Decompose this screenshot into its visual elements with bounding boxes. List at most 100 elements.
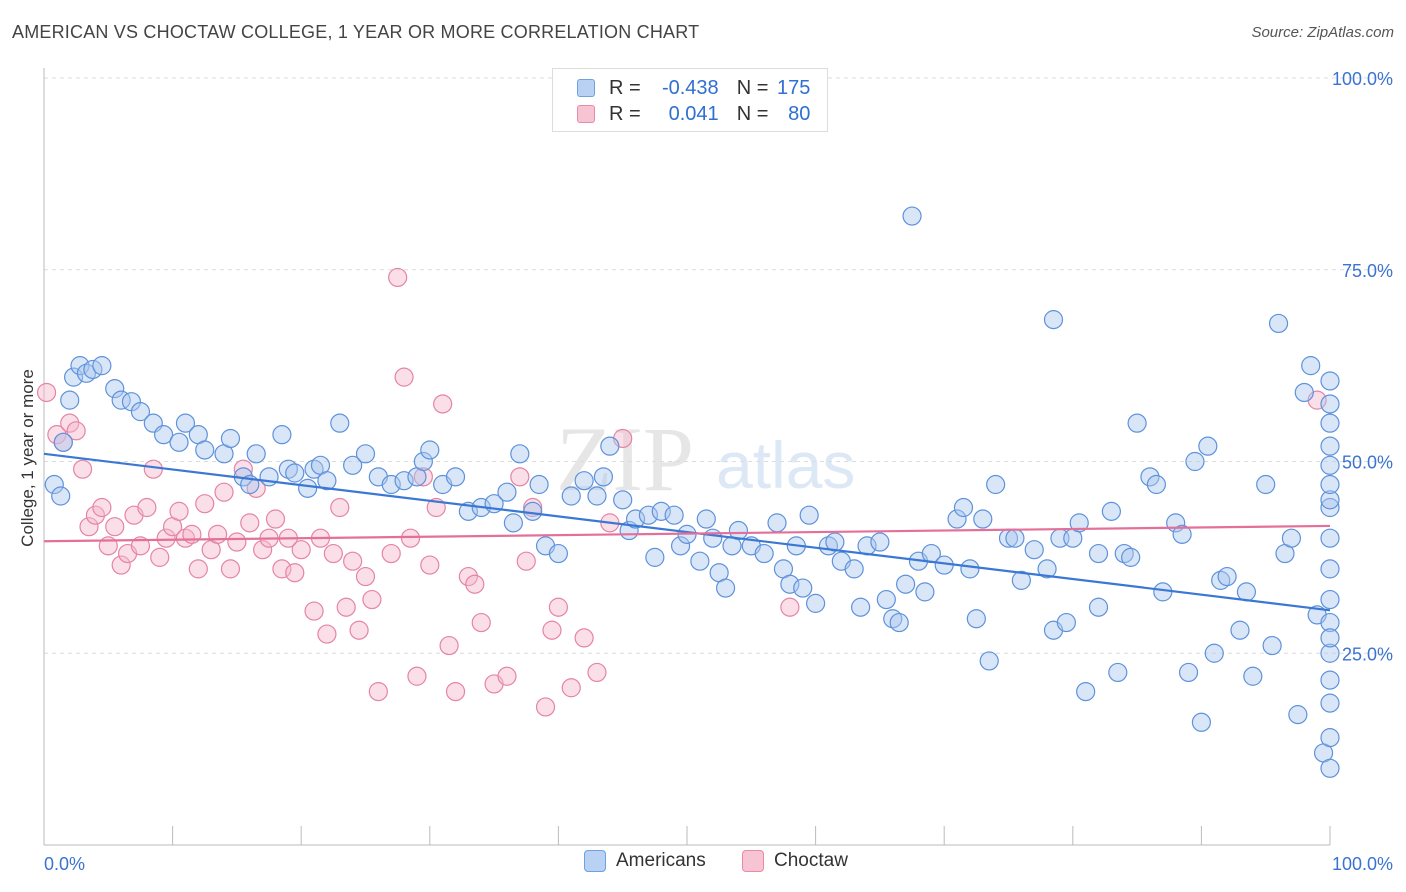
choctaw-point: [36, 382, 57, 403]
tick-labels: 25.0% 50.0% 75.0% 100.0% 0.0% 100.0%: [44, 69, 1393, 874]
americans-point: [272, 425, 292, 445]
choctaw-point: [291, 540, 311, 560]
americans-point: [1320, 559, 1340, 579]
choctaw-point: [349, 620, 369, 640]
y-tick-label: 100.0%: [1332, 69, 1393, 89]
americans-point: [1043, 310, 1064, 330]
choctaw-point: [516, 551, 536, 571]
americans-point: [1256, 474, 1276, 495]
americans-legend-label: Americans: [616, 850, 706, 871]
choctaw-point: [169, 501, 189, 521]
americans-point: [60, 390, 80, 410]
americans-point: [1127, 413, 1147, 433]
americans-legend-swatch: [584, 850, 606, 872]
americans-point: [690, 551, 710, 571]
americans-point: [298, 478, 318, 498]
choctaw-point: [368, 681, 388, 702]
americans-point: [625, 509, 646, 529]
choctaw-point: [304, 601, 324, 621]
americans-point: [1076, 681, 1096, 702]
americans-point: [529, 474, 549, 495]
americans-point: [793, 578, 813, 598]
n-label: N =: [736, 76, 769, 99]
americans-point: [1294, 382, 1314, 403]
americans-point: [1153, 582, 1173, 602]
americans-point: [548, 543, 569, 564]
choctaw-point: [188, 559, 208, 579]
legend-item-choctaw: Choctaw: [742, 850, 848, 872]
choctaw-point: [780, 597, 800, 617]
americans-trend-line: [43, 452, 1331, 612]
americans-point: [696, 509, 716, 529]
choctaw-point: [497, 666, 517, 686]
americans-point: [915, 582, 935, 602]
americans-point: [593, 467, 614, 487]
choctaw-point: [220, 559, 241, 579]
americans-point: [105, 379, 125, 399]
americans-point: [53, 432, 73, 452]
americans-point: [1236, 582, 1257, 602]
americans-point: [1005, 528, 1025, 548]
choctaw-point: [381, 543, 401, 564]
americans-point: [1056, 612, 1076, 633]
americans-point: [587, 486, 607, 506]
americans-point: [1011, 570, 1031, 590]
americans-point: [169, 432, 189, 452]
americans-point: [1320, 455, 1340, 475]
choctaw-point: [79, 517, 99, 537]
americans-point: [889, 612, 909, 633]
americans-point: [1320, 497, 1340, 518]
choctaw-point: [535, 697, 556, 717]
americans-point: [1320, 394, 1340, 414]
americans-point: [715, 578, 736, 598]
americans-point: [664, 505, 684, 525]
americans-point: [1230, 620, 1250, 640]
choctaw-point: [285, 563, 305, 583]
americans-point: [966, 609, 986, 629]
americans-point: [259, 467, 279, 487]
americans-point: [1320, 670, 1340, 690]
n-label: N =: [736, 102, 769, 125]
americans-point: [1320, 628, 1340, 648]
americans-point: [1069, 513, 1089, 533]
source-credit: Source: ZipAtlas.com: [1251, 24, 1394, 41]
americans-point: [497, 482, 517, 502]
americans-point: [638, 505, 659, 525]
americans-point: [355, 444, 376, 464]
choctaw-point: [66, 421, 86, 441]
axes: [43, 68, 1331, 846]
americans-point: [947, 509, 967, 529]
y-tick-label: 75.0%: [1342, 261, 1393, 281]
americans-point: [986, 474, 1006, 495]
choctaw-point: [137, 497, 157, 518]
r-value: 0.041: [668, 102, 719, 125]
americans-point: [1108, 662, 1128, 683]
americans-point: [92, 356, 112, 376]
americans-point: [1268, 313, 1289, 334]
americans-point: [1320, 371, 1340, 391]
americans-point: [703, 528, 723, 548]
americans-point: [413, 451, 433, 472]
choctaw-point: [343, 551, 363, 571]
choctaw-point: [253, 540, 273, 560]
choctaw-point: [439, 635, 459, 656]
americans-point: [220, 428, 241, 449]
choctaw-point: [445, 681, 466, 702]
n-value: 80: [788, 102, 811, 125]
americans-point: [1204, 643, 1224, 663]
americans-point: [130, 402, 151, 422]
americans-point: [851, 597, 871, 617]
choctaw-point: [111, 555, 131, 575]
y-tick-label: 50.0%: [1342, 453, 1393, 473]
choctaw-point: [317, 624, 337, 644]
choctaw-legend-label: Choctaw: [774, 850, 848, 871]
choctaw-point: [240, 513, 260, 533]
choctaw-point: [407, 666, 427, 686]
choctaw-point: [458, 566, 478, 587]
americans-point: [1146, 474, 1166, 495]
americans-point: [1320, 758, 1340, 778]
americans-point: [902, 206, 922, 226]
americans-point: [896, 574, 916, 594]
americans-point: [1088, 597, 1109, 617]
